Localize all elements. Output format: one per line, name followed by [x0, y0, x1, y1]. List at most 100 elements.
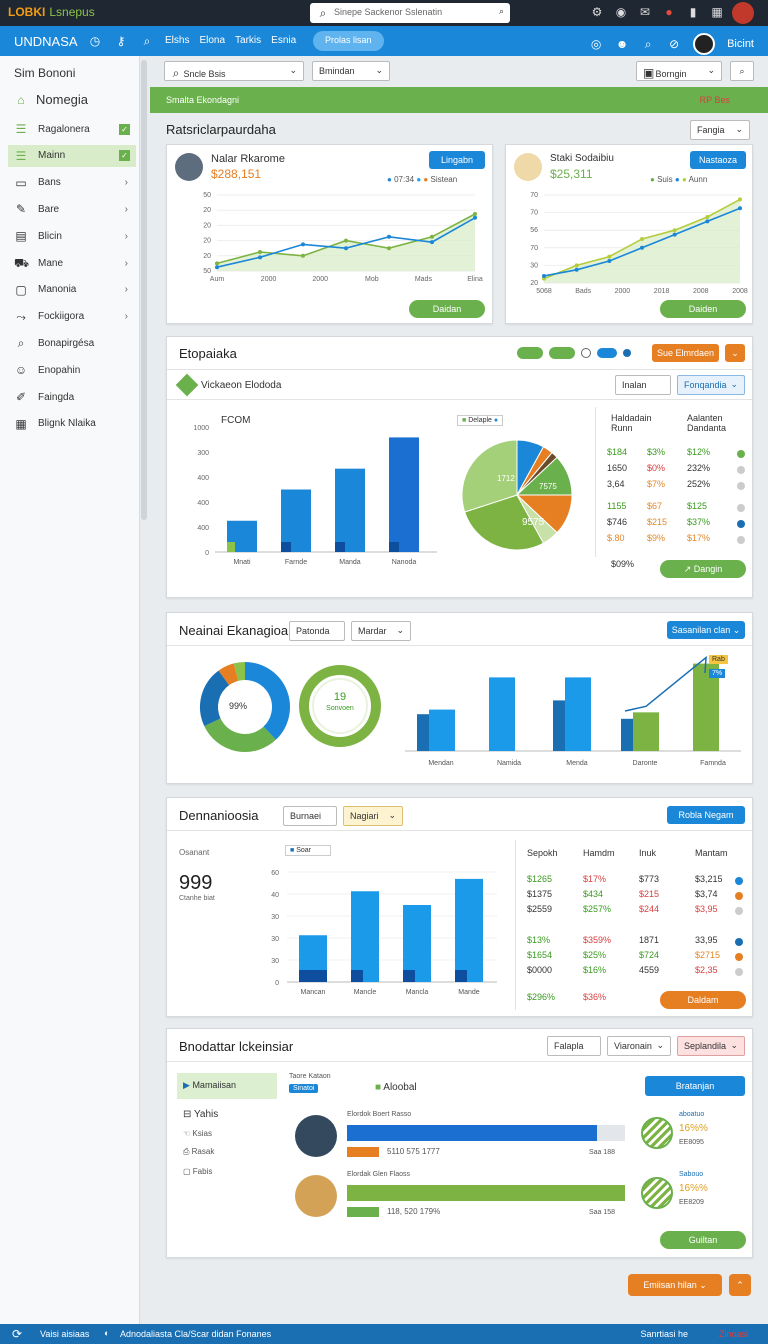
device-icon[interactable]: ▮: [689, 5, 697, 19]
card-footer-button[interactable]: Daidan: [409, 300, 485, 318]
panel-select-1[interactable]: Falapla: [547, 1036, 601, 1056]
mute-icon[interactable]: ⊘: [669, 37, 680, 51]
list-item[interactable]: Elordok Boert Rasso 5110 575 1777 Saa 188 a…: [287, 1109, 747, 1165]
panel-action-button[interactable]: Bratanjan: [645, 1076, 745, 1096]
key-icon[interactable]: ⚷: [116, 34, 126, 48]
nav-item-4[interactable]: Esnia: [271, 35, 297, 46]
card-footer-button[interactable]: Daiden: [660, 300, 746, 318]
check-icon[interactable]: ✓: [119, 150, 130, 162]
filter-search-button[interactable]: ⌕: [730, 61, 754, 81]
sidebar-scrollbar[interactable]: [141, 60, 147, 520]
chevron-down-icon[interactable]: ⌄: [725, 344, 745, 362]
sidebar-item-6[interactable]: ▢ Manonia ›: [8, 279, 136, 301]
table-row[interactable]: $2559 $257% $244 $3,95: [523, 904, 749, 920]
panel-select-2[interactable]: Viaronain ⌄: [607, 1036, 671, 1056]
left-nav-item[interactable]: ☜ Ksias: [183, 1129, 212, 1138]
nav-item-2[interactable]: Elona: [199, 35, 226, 46]
sidebar-heading[interactable]: ⌂ Nomegia: [14, 92, 88, 107]
gear-icon[interactable]: ⚙: [591, 5, 603, 19]
table-row[interactable]: 3,64 $7% 252%: [607, 479, 747, 495]
bell-icon[interactable]: ✉: [639, 5, 651, 19]
panel-action-button[interactable]: Sasanilan clan ⌄: [667, 621, 745, 639]
sidebar-item-8[interactable]: ⌕ Bonapirgésa: [8, 332, 136, 354]
panel-action-button[interactable]: Robla Negam: [667, 806, 745, 824]
panel-footer-button[interactable]: Guiltan: [660, 1231, 746, 1249]
card-action-button[interactable]: Lingabn: [429, 151, 485, 169]
sidebar-item-2[interactable]: ▭ Bans ›: [8, 172, 136, 194]
table-action-button[interactable]: Daldam: [660, 991, 746, 1009]
panel-select-2[interactable]: Mardar ⌄: [351, 621, 411, 641]
clock-icon[interactable]: ◷: [89, 34, 101, 48]
user-name[interactable]: Bicint: [727, 38, 754, 50]
refresh-icon[interactable]: ⟳: [11, 1327, 23, 1341]
avatar: [295, 1175, 337, 1217]
list-item[interactable]: Elordak Glen Flaoss 118, 520 179% Saa 158 S…: [287, 1169, 747, 1225]
global-search-input[interactable]: ⌕ Sinepe Sackenor Sslenatin ⌕: [310, 3, 510, 23]
user-icon[interactable]: ☻: [615, 37, 629, 51]
status-right-b[interactable]: Zinoasi: [718, 1329, 748, 1339]
filter-select-2[interactable]: Bmindan ⌄: [312, 61, 390, 81]
data-point: [301, 242, 305, 247]
user-avatar[interactable]: [693, 33, 716, 55]
sidebar-item-10[interactable]: ✐ Faingda: [8, 386, 136, 408]
table-header: Sepokh: [527, 848, 558, 858]
table-row[interactable]: 1650 $0% 232%: [607, 463, 747, 479]
left-nav-item[interactable]: ⎙ Rasak: [183, 1147, 215, 1156]
table-row[interactable]: $746 $215 $37%: [607, 517, 747, 533]
bottom-action-button[interactable]: Emiisan hilan ⌄: [628, 1274, 722, 1296]
sidebar-item-4[interactable]: ▤ Blicin ›: [8, 225, 136, 247]
radio-1[interactable]: [581, 348, 591, 358]
filter-select-3[interactable]: ▣ Borngin ⌄: [636, 61, 722, 81]
table-row[interactable]: $1375 $434 $215 $3,74: [523, 889, 749, 905]
panel-select-2[interactable]: Fonqandia ⌄: [677, 375, 745, 395]
sidebar-item-11[interactable]: ▦ Blignk Nlaika: [8, 413, 136, 435]
left-nav-item[interactable]: ▢ Fabis: [183, 1167, 213, 1176]
data-point: [705, 219, 710, 224]
nav-item-3[interactable]: Tarkis: [235, 35, 262, 46]
nav-pill-active[interactable]: Prolas lisan: [313, 31, 384, 51]
panel-select-1[interactable]: Patonda: [289, 621, 345, 641]
app-logo[interactable]: LOBKI Lsnepus: [8, 5, 95, 19]
banner-right-text[interactable]: RP Bes: [699, 95, 730, 105]
table-row[interactable]: 1155 $67 $125: [607, 501, 747, 517]
notification-icon[interactable]: ◉: [615, 5, 627, 19]
panel-select-1[interactable]: Burnaei: [283, 806, 337, 826]
toggle-3[interactable]: [597, 348, 617, 358]
table-row[interactable]: $184 $3% $12%: [607, 447, 747, 463]
globe-icon[interactable]: ◎: [590, 37, 602, 51]
scroll-top-icon[interactable]: ⌃: [729, 1274, 751, 1296]
card-action-button[interactable]: Nastaoza: [690, 151, 746, 169]
table-row[interactable]: $13% $359% 1871 33,95: [523, 935, 749, 951]
panel-select-3[interactable]: Seplandila ⌄: [677, 1036, 745, 1056]
sidebar-item-3[interactable]: ✎ Bare ›: [8, 198, 136, 220]
sidebar-item-1[interactable]: ☰ Mainn ✓: [8, 144, 136, 167]
table-row[interactable]: $.80 $9% $17%: [607, 533, 747, 549]
search-icon[interactable]: ⌕: [143, 34, 151, 48]
table-row[interactable]: $1265 $17% $773 $3,215: [523, 874, 749, 890]
table-row[interactable]: $1654 $25% $724 $2715: [523, 950, 749, 966]
left-nav-active[interactable]: ▶ Mamaiisan: [177, 1073, 277, 1099]
alert-icon[interactable]: ●: [665, 5, 673, 19]
avatar[interactable]: [732, 2, 754, 24]
left-nav-item[interactable]: ⊟ Yahis: [183, 1109, 219, 1120]
nav-item-1[interactable]: Elshs: [165, 35, 190, 46]
toggle-1[interactable]: [517, 347, 543, 359]
search-go-icon[interactable]: ⌕: [498, 6, 504, 16]
panel-select-1[interactable]: Inalan: [615, 375, 671, 395]
sidebar-item-5[interactable]: ⛟ Mane ›: [8, 252, 136, 274]
table-row[interactable]: $0000 $16% 4559 $2,35: [523, 965, 749, 981]
table-action-button[interactable]: ↗ Dangin: [660, 560, 746, 578]
sidebar-item-0[interactable]: ☰ Ragalonera ✓: [8, 118, 136, 140]
chevron-down-icon: ⌄: [656, 1040, 664, 1050]
panel-dropdown[interactable]: Fangia ⌄: [690, 120, 750, 140]
check-icon[interactable]: ✓: [119, 123, 130, 135]
brand-title: UNDNASA: [14, 34, 78, 49]
filter-select-1[interactable]: ⌕ Sncle Bsis ⌄: [164, 61, 304, 81]
sidebar-item-7[interactable]: ⤳ Fockiigora ›: [8, 306, 136, 328]
orange-action-button[interactable]: Sue Elmrdaen: [652, 344, 719, 362]
toggle-2[interactable]: [549, 347, 575, 359]
sidebar-item-9[interactable]: ☺ Enopahin: [8, 359, 136, 381]
grid-icon[interactable]: ▦: [711, 5, 723, 19]
panel-select-2[interactable]: Nagiari ⌄: [343, 806, 403, 826]
search-icon[interactable]: ⌕: [644, 37, 652, 51]
